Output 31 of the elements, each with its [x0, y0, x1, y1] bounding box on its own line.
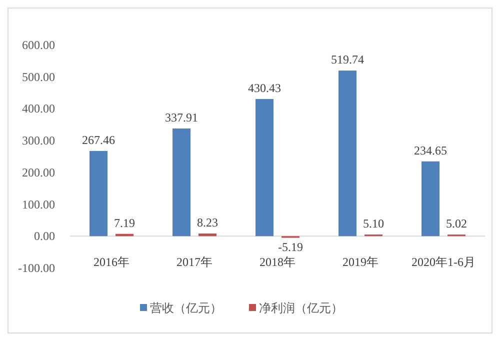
y-tick-label: 0.00: [34, 229, 55, 244]
data-label: 5.10: [363, 216, 384, 231]
y-tick-label: 400.00: [22, 102, 55, 116]
bar: [256, 99, 274, 236]
data-label: 5.02: [446, 216, 467, 231]
bar: [422, 161, 440, 236]
y-tick-label: 100.00: [22, 197, 55, 212]
x-tick-label: 2017年: [176, 255, 212, 270]
legend-label: 营收（亿元）: [150, 301, 222, 315]
data-label: 234.65: [414, 143, 447, 158]
data-label: 7.19: [114, 216, 135, 230]
bar: [172, 128, 190, 236]
x-tick-label: 2020年1-6月: [412, 255, 476, 270]
x-tick-label: 2019年: [342, 255, 378, 270]
data-label: 519.74: [331, 52, 364, 67]
y-tick-label: -100.00: [18, 261, 55, 275]
y-tick-label: 200.00: [22, 165, 55, 180]
y-tick-label: 600.00: [22, 38, 55, 52]
data-label: 267.46: [82, 132, 115, 147]
bar: [338, 70, 356, 236]
x-tick-label: 2016年: [94, 255, 130, 270]
data-label: 430.43: [248, 81, 281, 96]
legend-label: 净利润（亿元）: [259, 301, 343, 315]
y-tick-label: 500.00: [22, 70, 55, 84]
bar: [198, 234, 216, 236]
y-tick-label: 300.00: [22, 134, 55, 148]
data-label: 8.23: [197, 216, 218, 230]
x-tick-label: 2018年: [260, 255, 296, 270]
data-label: 337.91: [165, 110, 198, 124]
data-label: -5.19: [278, 240, 303, 254]
bar: [90, 150, 108, 236]
